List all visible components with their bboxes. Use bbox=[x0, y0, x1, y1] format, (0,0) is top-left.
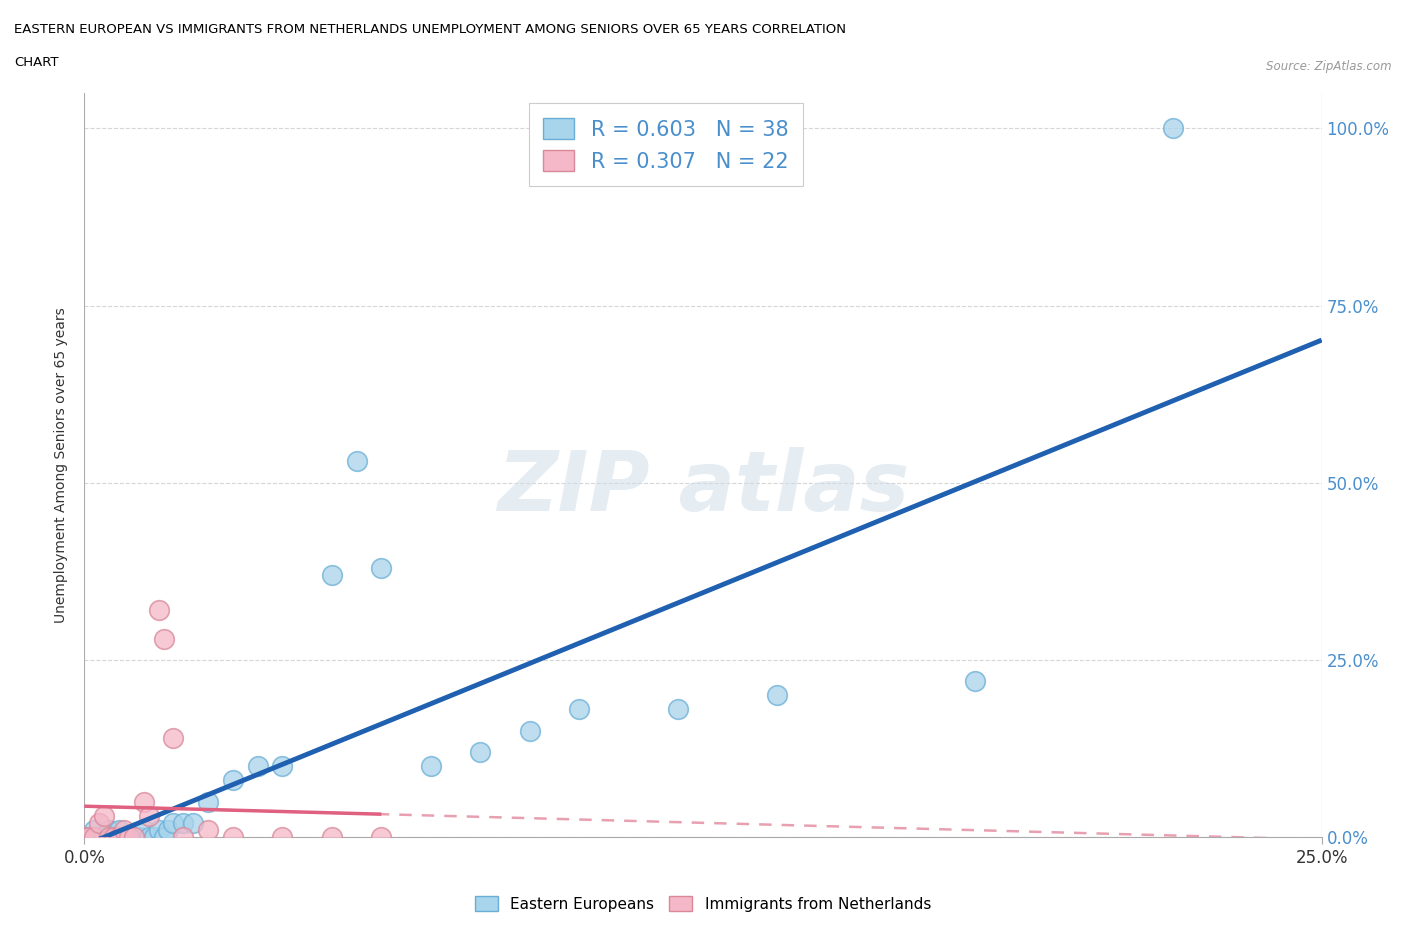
Point bbox=[118, 830, 141, 844]
Point bbox=[271, 830, 294, 844]
Point bbox=[246, 759, 269, 774]
Point bbox=[73, 830, 96, 844]
Point bbox=[666, 702, 689, 717]
Point bbox=[89, 830, 111, 844]
Point bbox=[103, 830, 125, 844]
Point bbox=[79, 830, 101, 844]
Point bbox=[965, 673, 987, 688]
Point bbox=[98, 830, 121, 844]
Point bbox=[103, 830, 125, 844]
Point bbox=[321, 830, 343, 844]
Point bbox=[118, 830, 141, 844]
Point bbox=[197, 822, 219, 837]
Point bbox=[138, 830, 160, 844]
Point bbox=[93, 808, 115, 823]
Point bbox=[370, 560, 392, 575]
Point bbox=[83, 822, 105, 837]
Point bbox=[346, 454, 368, 469]
Point bbox=[321, 567, 343, 582]
Point bbox=[568, 702, 591, 717]
Point bbox=[112, 830, 135, 844]
Point bbox=[79, 830, 101, 844]
Point bbox=[108, 830, 131, 844]
Point bbox=[132, 822, 155, 837]
Point bbox=[138, 808, 160, 823]
Point bbox=[152, 830, 174, 844]
Text: ZIP atlas: ZIP atlas bbox=[496, 446, 910, 528]
Point bbox=[370, 830, 392, 844]
Point bbox=[197, 794, 219, 809]
Point bbox=[132, 794, 155, 809]
Point bbox=[98, 822, 121, 837]
Text: CHART: CHART bbox=[14, 56, 59, 69]
Point bbox=[112, 822, 135, 837]
Point bbox=[519, 724, 541, 738]
Point bbox=[222, 773, 245, 788]
Point bbox=[142, 830, 165, 844]
Point bbox=[419, 759, 441, 774]
Point bbox=[83, 830, 105, 844]
Point bbox=[89, 816, 111, 830]
Point bbox=[122, 830, 145, 844]
Point bbox=[122, 830, 145, 844]
Text: EASTERN EUROPEAN VS IMMIGRANTS FROM NETHERLANDS UNEMPLOYMENT AMONG SENIORS OVER : EASTERN EUROPEAN VS IMMIGRANTS FROM NETH… bbox=[14, 23, 846, 36]
Y-axis label: Unemployment Among Seniors over 65 years: Unemployment Among Seniors over 65 years bbox=[55, 307, 69, 623]
Point bbox=[98, 830, 121, 844]
Point bbox=[172, 816, 194, 830]
Text: Source: ZipAtlas.com: Source: ZipAtlas.com bbox=[1267, 60, 1392, 73]
Point bbox=[222, 830, 245, 844]
Point bbox=[93, 830, 115, 844]
Point bbox=[148, 822, 170, 837]
Point bbox=[157, 822, 180, 837]
Point bbox=[470, 745, 492, 760]
Point bbox=[148, 603, 170, 618]
Point bbox=[83, 830, 105, 844]
Point bbox=[108, 822, 131, 837]
Point bbox=[766, 688, 789, 703]
Point bbox=[152, 631, 174, 646]
Legend: R = 0.603   N = 38, R = 0.307   N = 22: R = 0.603 N = 38, R = 0.307 N = 22 bbox=[529, 103, 803, 186]
Point bbox=[172, 830, 194, 844]
Point bbox=[73, 830, 96, 844]
Point bbox=[1161, 121, 1184, 136]
Point bbox=[162, 730, 184, 745]
Point bbox=[128, 830, 150, 844]
Point bbox=[181, 816, 204, 830]
Point bbox=[162, 816, 184, 830]
Point bbox=[271, 759, 294, 774]
Legend: Eastern Europeans, Immigrants from Netherlands: Eastern Europeans, Immigrants from Nethe… bbox=[470, 889, 936, 918]
